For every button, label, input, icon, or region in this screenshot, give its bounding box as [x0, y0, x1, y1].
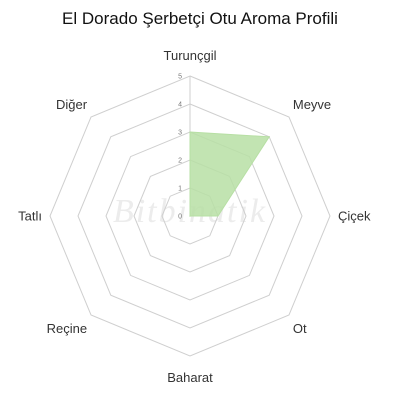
axis-label-7: Diğer: [56, 97, 88, 112]
tick-label-4: 4: [178, 102, 182, 109]
radar-series-layer: [189, 131, 271, 217]
watermark-text: Bitbinatik: [113, 193, 267, 230]
axis-label-2: Çiçek: [338, 209, 371, 224]
axis-label-4: Baharat: [167, 370, 213, 385]
radar-axis-labels: Turunçgil Meyve Çiçek Ot Baharat Reçine Tatlı D…: [18, 48, 371, 385]
data-point-Çiçek: [217, 215, 219, 217]
axis-label-3: Ot: [293, 321, 307, 336]
axis-label-5: Reçine: [47, 321, 87, 336]
axis-label-0: Turunçgil: [164, 48, 217, 63]
tick-label-1: 1: [178, 186, 182, 193]
axis-label-1: Meyve: [293, 97, 331, 112]
radar-grid: [49, 75, 331, 357]
tick-label-2: 2: [178, 158, 182, 165]
data-point-Meyve: [268, 136, 270, 138]
axis-label-6: Tatlı: [18, 209, 42, 224]
grid-ring-5: [49, 75, 331, 357]
data-point-Turunçgil: [189, 131, 191, 133]
grid-ring-3: [105, 131, 275, 301]
tick-label-5: 5: [178, 74, 182, 81]
grid-ring-4: [77, 103, 303, 329]
tick-label-0: 0: [178, 214, 182, 221]
tick-label-3: 3: [178, 130, 182, 137]
radar-tick-labels: 0 1 2 3 4 5: [178, 74, 182, 221]
data-point-Diğer: [189, 215, 191, 217]
chart-title: El Dorado Şerbetçi Otu Aroma Profili: [62, 9, 338, 28]
